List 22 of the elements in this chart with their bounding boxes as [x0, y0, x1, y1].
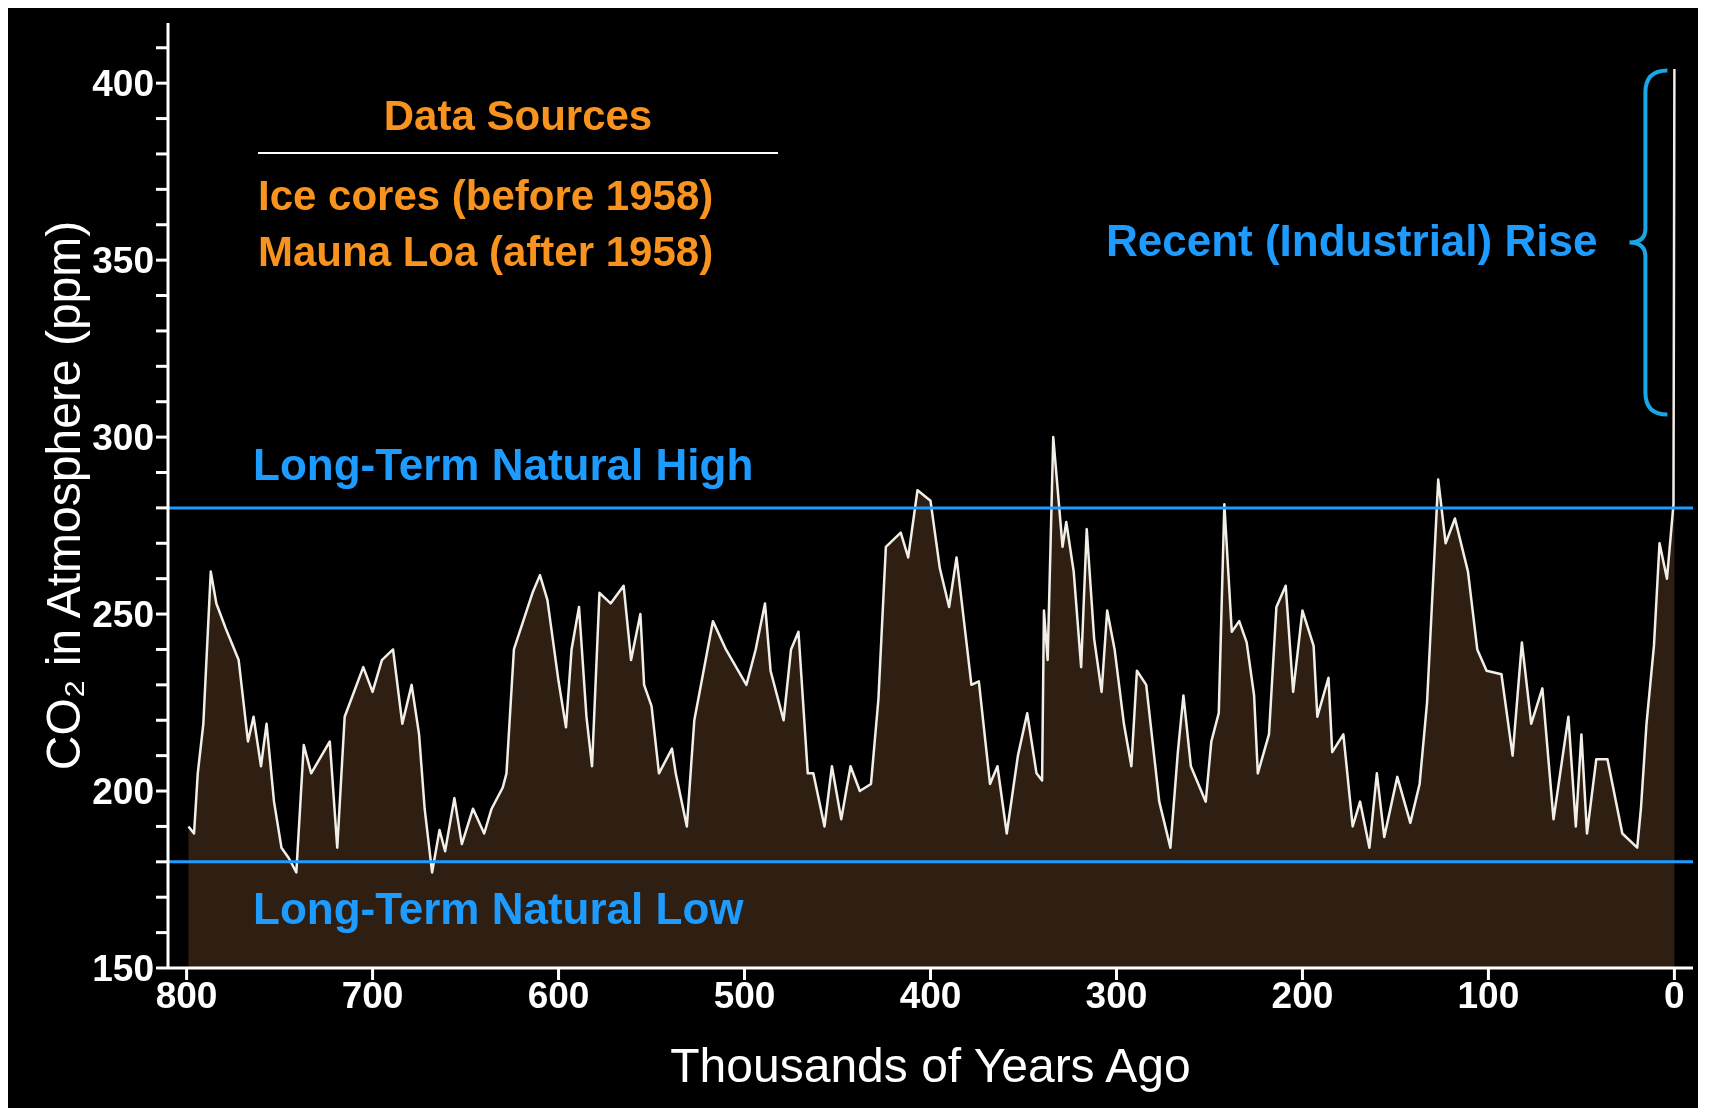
x-tick-label: 700	[341, 975, 404, 1017]
x-tick-label: 400	[899, 975, 962, 1017]
ref-line-label: Long-Term Natural High	[253, 439, 754, 489]
x-tick-label: 500	[713, 975, 776, 1017]
annotation: Data Sources	[258, 88, 778, 154]
x-tick-label: 600	[527, 975, 590, 1017]
ref-line-label: Long-Term Natural Low	[253, 883, 745, 933]
y-tick-label: 200	[92, 771, 154, 813]
annotation: Mauna Loa (after 1958)	[258, 227, 715, 277]
x-axis-title: Thousands of Years Ago	[670, 1039, 1191, 1093]
y-tick-label: 400	[92, 63, 154, 105]
y-tick-label: 300	[92, 417, 154, 459]
y-tick-label: 250	[92, 594, 154, 636]
y-tick-label: 350	[92, 240, 154, 282]
annotation: Recent (Industrial) Rise	[1105, 216, 1598, 266]
x-tick-label: 0	[1664, 975, 1685, 1017]
x-tick-label: 200	[1271, 975, 1334, 1017]
x-tick-label: 800	[155, 975, 218, 1017]
y-tick-label: 150	[92, 948, 154, 990]
x-tick-label: 300	[1085, 975, 1148, 1017]
x-tick-label: 100	[1457, 975, 1520, 1017]
annotation: Ice cores (before 1958)	[258, 171, 715, 221]
